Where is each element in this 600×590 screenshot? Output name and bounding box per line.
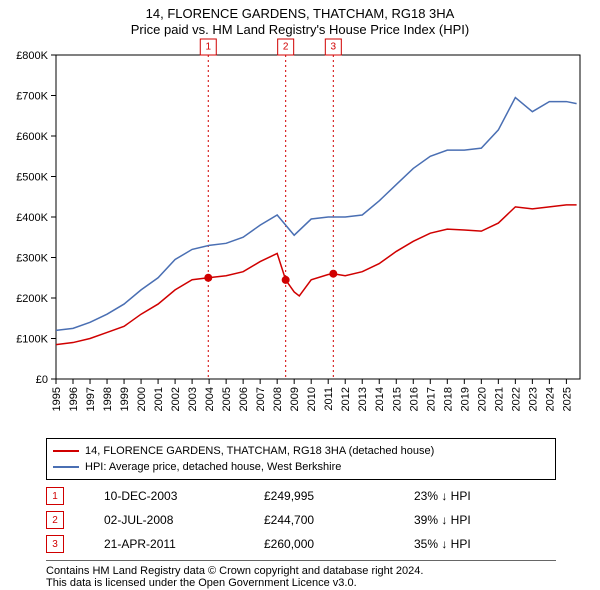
title-address: 14, FLORENCE GARDENS, THATCHAM, RG18 3HA xyxy=(0,6,600,21)
event-idx: 3 xyxy=(46,535,64,553)
event-delta: 39% ↓ HPI xyxy=(414,513,524,527)
event-point xyxy=(282,276,290,284)
event-table: 1 10-DEC-2003 £249,995 23% ↓ HPI 2 02-JUL-200… xyxy=(46,484,556,556)
x-tick-label: 2009 xyxy=(289,387,301,411)
legend: 14, FLORENCE GARDENS, THATCHAM, RG18 3HA… xyxy=(46,438,556,480)
x-tick-label: 2018 xyxy=(442,387,454,411)
event-idx: 2 xyxy=(46,511,64,529)
event-marker-idx: 1 xyxy=(205,42,211,53)
event-row: 1 10-DEC-2003 £249,995 23% ↓ HPI xyxy=(46,484,556,508)
y-tick-label: £200K xyxy=(16,293,48,305)
credit-line-1: Contains HM Land Registry data © Crown c… xyxy=(46,565,423,577)
x-tick-label: 2001 xyxy=(153,387,165,411)
x-tick-label: 2003 xyxy=(187,387,199,411)
x-tick-label: 2010 xyxy=(306,387,318,411)
x-tick-label: 2016 xyxy=(408,387,420,411)
event-row: 3 21-APR-2011 £260,000 35% ↓ HPI xyxy=(46,532,556,556)
legend-label-hpi: HPI: Average price, detached house, West… xyxy=(85,461,341,473)
x-tick-label: 2004 xyxy=(204,387,216,411)
event-price: £260,000 xyxy=(264,537,374,551)
x-tick-label: 2007 xyxy=(255,387,267,411)
x-tick-label: 2012 xyxy=(340,387,352,411)
y-tick-label: £800K xyxy=(16,50,48,62)
price-vs-hpi-chart: £0 £100K £200K £300K £400K £500K £600K £700K £80… xyxy=(10,37,590,427)
x-tick-label: 2011 xyxy=(323,387,335,411)
event-date: 02-JUL-2008 xyxy=(104,513,224,527)
y-tick-label: £100K xyxy=(16,334,48,346)
event-date: 21-APR-2011 xyxy=(104,537,224,551)
credit-line-2: This data is licensed under the Open Gov… xyxy=(46,577,357,589)
y-tick-label: £300K xyxy=(16,253,48,265)
y-tick-label: £700K xyxy=(16,91,48,103)
event-marker-idx: 2 xyxy=(283,42,289,53)
event-delta: 23% ↓ HPI xyxy=(414,489,524,503)
event-price: £244,700 xyxy=(264,513,374,527)
title-block: 14, FLORENCE GARDENS, THATCHAM, RG18 3HA… xyxy=(0,0,600,37)
event-idx: 1 xyxy=(46,487,64,505)
legend-swatch-house xyxy=(53,450,79,452)
y-tick-label: £400K xyxy=(16,212,48,224)
event-date: 10-DEC-2003 xyxy=(104,489,224,503)
legend-label-house: 14, FLORENCE GARDENS, THATCHAM, RG18 3HA… xyxy=(85,445,434,457)
x-tick-label: 2023 xyxy=(527,387,539,411)
x-tick-label: 2006 xyxy=(238,387,250,411)
legend-swatch-hpi xyxy=(53,466,79,468)
event-point xyxy=(204,274,212,282)
x-tick-label: 1998 xyxy=(102,387,114,411)
x-tick-label: 2017 xyxy=(425,387,437,411)
y-tick-label: £500K xyxy=(16,172,48,184)
event-delta: 35% ↓ HPI xyxy=(414,537,524,551)
x-tick-label: 2005 xyxy=(221,387,233,411)
legend-item-house: 14, FLORENCE GARDENS, THATCHAM, RG18 3HA… xyxy=(53,443,549,459)
x-tick-label: 2019 xyxy=(459,387,471,411)
figure-root: 14, FLORENCE GARDENS, THATCHAM, RG18 3HA… xyxy=(0,0,600,590)
x-tick-label: 2020 xyxy=(476,387,488,411)
x-tick-label: 2022 xyxy=(510,387,522,411)
y-tick-label: £600K xyxy=(16,131,48,143)
y-tick-label: £0 xyxy=(36,374,48,386)
x-tick-label: 1996 xyxy=(68,387,80,411)
x-tick-label: 2021 xyxy=(493,387,505,411)
event-price: £249,995 xyxy=(264,489,374,503)
x-tick-label: 2008 xyxy=(272,387,284,411)
event-row: 2 02-JUL-2008 £244,700 39% ↓ HPI xyxy=(46,508,556,532)
legend-item-hpi: HPI: Average price, detached house, West… xyxy=(53,459,549,475)
event-marker-idx: 3 xyxy=(331,42,337,53)
x-tick-label: 2024 xyxy=(544,387,556,411)
plot-area xyxy=(56,55,580,379)
x-tick-label: 1999 xyxy=(119,387,131,411)
x-tick-label: 2013 xyxy=(357,387,369,411)
x-tick-label: 2000 xyxy=(136,387,148,411)
title-subtitle: Price paid vs. HM Land Registry's House … xyxy=(0,22,600,37)
x-tick-label: 2025 xyxy=(561,387,573,411)
x-tick-label: 2015 xyxy=(391,387,403,411)
x-tick-label: 2014 xyxy=(374,387,386,411)
credit: Contains HM Land Registry data © Crown c… xyxy=(46,560,556,589)
x-tick-label: 1997 xyxy=(85,387,97,411)
x-tick-label: 2002 xyxy=(170,387,182,411)
event-point xyxy=(329,270,337,278)
x-tick-label: 1995 xyxy=(51,387,63,411)
